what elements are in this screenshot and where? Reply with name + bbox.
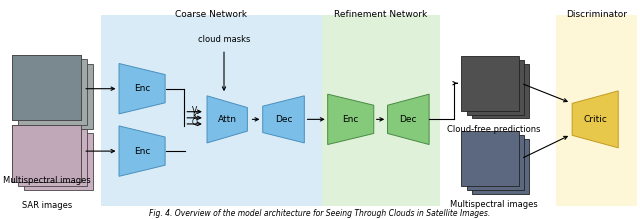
- Text: Discriminator: Discriminator: [566, 10, 627, 19]
- Bar: [556, 15, 637, 206]
- Polygon shape: [119, 126, 165, 176]
- Text: Multispectral images: Multispectral images: [449, 200, 538, 209]
- Bar: [472, 139, 529, 194]
- Text: Dec: Dec: [399, 115, 417, 124]
- Text: K: K: [192, 112, 197, 121]
- Bar: [461, 131, 519, 186]
- Text: Dec: Dec: [275, 115, 292, 124]
- Text: Attn: Attn: [218, 115, 237, 124]
- Bar: [24, 64, 93, 129]
- Text: Critic: Critic: [583, 115, 607, 124]
- Polygon shape: [572, 91, 618, 148]
- Bar: [472, 64, 529, 118]
- Bar: [322, 15, 440, 206]
- Bar: [12, 55, 81, 120]
- Bar: [461, 56, 519, 111]
- Text: Fig. 4. Overview of the model architecture for Seeing Through Clouds in Satellit: Fig. 4. Overview of the model architectu…: [149, 209, 491, 218]
- Polygon shape: [119, 64, 165, 114]
- Bar: [18, 59, 87, 125]
- Text: cloud masks: cloud masks: [198, 35, 250, 44]
- Text: Q: Q: [192, 118, 198, 127]
- Bar: [12, 55, 81, 120]
- Bar: [24, 133, 93, 190]
- Text: Enc: Enc: [134, 84, 150, 93]
- Polygon shape: [262, 96, 305, 143]
- Text: V: V: [192, 106, 197, 115]
- Text: SAR images: SAR images: [22, 201, 72, 210]
- Bar: [467, 135, 524, 190]
- Polygon shape: [328, 94, 374, 145]
- Text: Coarse Network: Coarse Network: [175, 10, 247, 19]
- Bar: [18, 129, 87, 186]
- Polygon shape: [388, 94, 429, 145]
- Text: Cloud-free predictions: Cloud-free predictions: [447, 125, 540, 134]
- Polygon shape: [207, 96, 248, 143]
- Bar: [12, 125, 81, 182]
- Bar: [467, 60, 524, 115]
- Text: Enc: Enc: [342, 115, 359, 124]
- Text: Multispectral images: Multispectral images: [3, 176, 91, 185]
- Text: Refinement Network: Refinement Network: [334, 10, 428, 19]
- Text: Enc: Enc: [134, 147, 150, 156]
- Bar: [12, 125, 81, 182]
- Bar: [101, 15, 322, 206]
